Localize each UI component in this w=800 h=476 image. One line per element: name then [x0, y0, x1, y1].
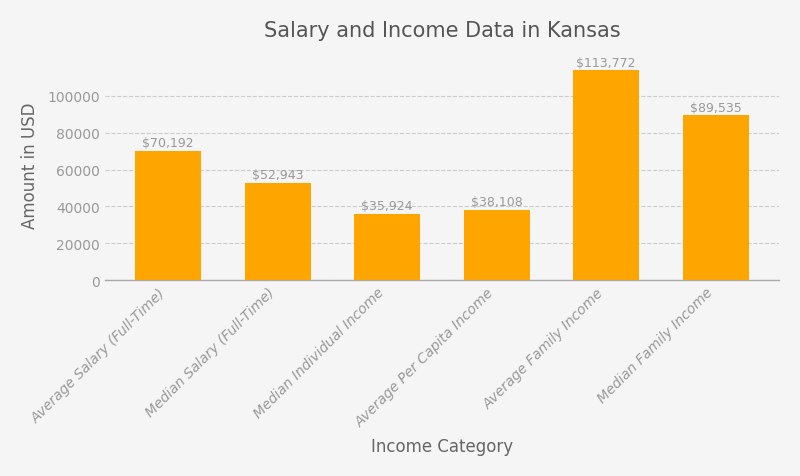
X-axis label: Income Category: Income Category	[371, 437, 513, 455]
Text: $70,192: $70,192	[142, 137, 194, 150]
Text: $113,772: $113,772	[577, 57, 636, 70]
Bar	[245, 183, 310, 280]
Bar	[683, 116, 749, 280]
Text: $38,108: $38,108	[470, 196, 522, 209]
Y-axis label: Amount in USD: Amount in USD	[21, 102, 39, 228]
Bar	[135, 151, 201, 280]
Bar	[464, 210, 530, 280]
Bar	[354, 215, 420, 280]
Bar	[574, 71, 639, 280]
Text: $35,924: $35,924	[362, 200, 413, 213]
Text: $52,943: $52,943	[252, 169, 303, 182]
Text: $89,535: $89,535	[690, 101, 742, 114]
Title: Salary and Income Data in Kansas: Salary and Income Data in Kansas	[263, 21, 620, 41]
